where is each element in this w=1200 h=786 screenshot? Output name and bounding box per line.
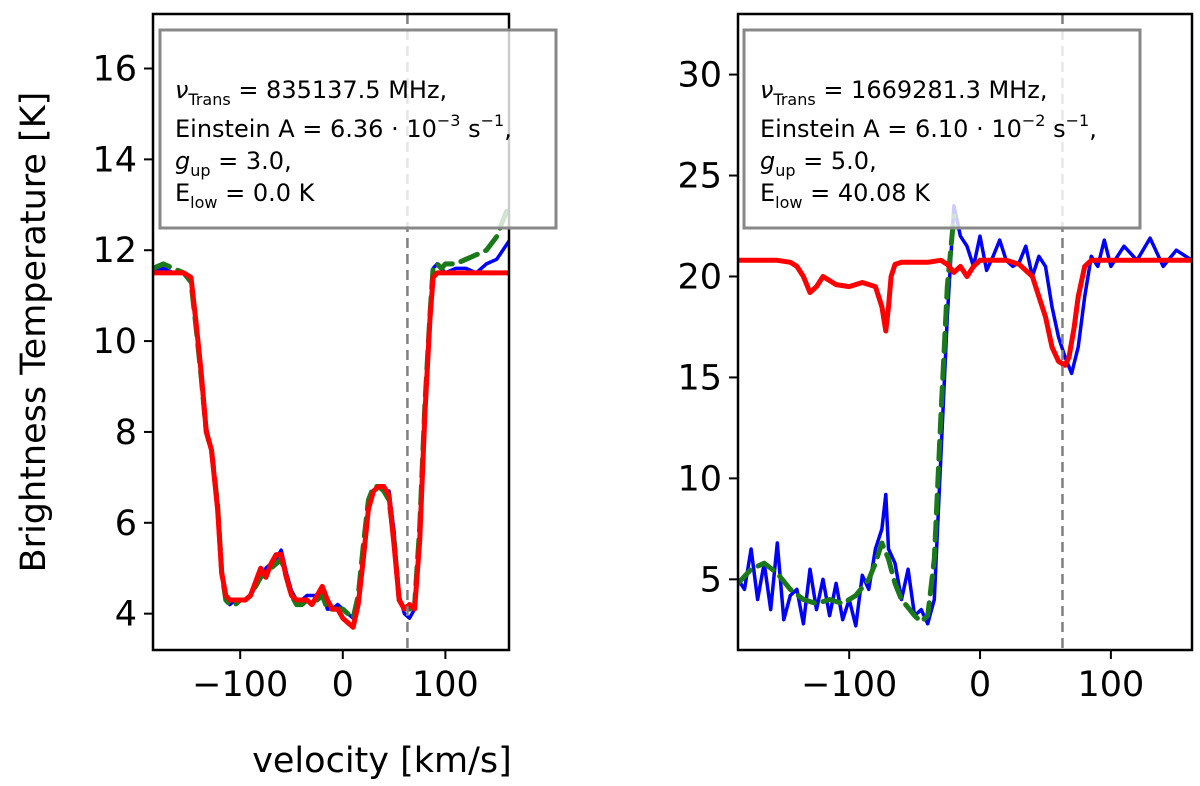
right-legend-line-1: νTrans = 1669281.3 MHz, — [760, 76, 1047, 109]
right-y-tick-label: 5 — [700, 560, 722, 600]
left-x-axis-title: velocity [km/s] — [252, 741, 512, 781]
right-y-tick-label: 25 — [677, 157, 722, 197]
right-y-tick-label: 15 — [677, 358, 722, 398]
right-series-fit — [738, 257, 1192, 368]
right-legend-line-4: Elow = 40.08 K — [760, 179, 931, 212]
left-series-group — [153, 14, 509, 650]
right-y-tick-label: 10 — [677, 459, 722, 499]
right-x-tick-label: −100 — [801, 665, 897, 705]
right-ticks: −100 0 100 5 10 15 20 25 30 — [677, 56, 1144, 705]
right-legend-box: νTrans = 1669281.3 MHz, Einstein A = 6.1… — [742, 28, 1142, 230]
left-legend-line-2: Einstein A = 6.36 · 10−3 s−1, — [175, 111, 512, 143]
left-legend-frame — [158, 28, 558, 230]
left-legend-line-4: Elow = 0.0 K — [175, 179, 316, 212]
right-y-tick-label: 20 — [677, 257, 722, 297]
left-panel: −100 0 100 4 6 8 10 12 14 16 νTrans = 835137.5 MH… — [14, 12, 558, 781]
left-series-fit — [153, 270, 509, 630]
left-y-tick-label: 8 — [115, 413, 137, 453]
left-y-tick-label: 10 — [92, 322, 137, 362]
right-series-model — [738, 213, 957, 625]
left-ticks: −100 0 100 4 6 8 10 12 14 16 — [92, 50, 478, 705]
left-legend-box: νTrans = 835137.5 MHz, Einstein A = 6.36… — [158, 28, 558, 230]
right-legend-line-2: Einstein A = 6.10 · 10−2 s−1, — [760, 111, 1097, 143]
left-y-axis-title: Brightness Temperature [K] — [14, 92, 54, 573]
left-y-tick-label: 6 — [115, 504, 137, 544]
left-x-tick-label: −100 — [192, 665, 288, 705]
left-x-tick-label: 0 — [332, 665, 354, 705]
right-x-tick-label: 0 — [969, 665, 991, 705]
right-plot-frame — [736, 12, 1194, 652]
right-legend-frame — [742, 28, 1142, 230]
left-legend-line-1: νTrans = 835137.5 MHz, — [175, 76, 447, 109]
left-plot-frame — [151, 12, 511, 652]
right-series-group — [738, 14, 1192, 650]
left-y-tick-label: 14 — [92, 140, 137, 180]
left-y-tick-label: 16 — [92, 50, 137, 90]
right-panel: −100 0 100 5 10 15 20 25 30 νTrans = 1669281.3 M… — [677, 12, 1194, 705]
left-x-tick-label: 100 — [412, 665, 479, 705]
left-y-tick-label: 4 — [115, 595, 137, 635]
left-y-tick-label: 12 — [92, 231, 137, 271]
left-legend-line-3: gup = 3.0, — [175, 147, 292, 180]
right-series-observed — [738, 204, 1192, 628]
right-legend-line-3: gup = 5.0, — [760, 147, 877, 180]
right-y-tick-label: 30 — [677, 56, 722, 96]
right-x-tick-label: 100 — [1077, 665, 1144, 705]
